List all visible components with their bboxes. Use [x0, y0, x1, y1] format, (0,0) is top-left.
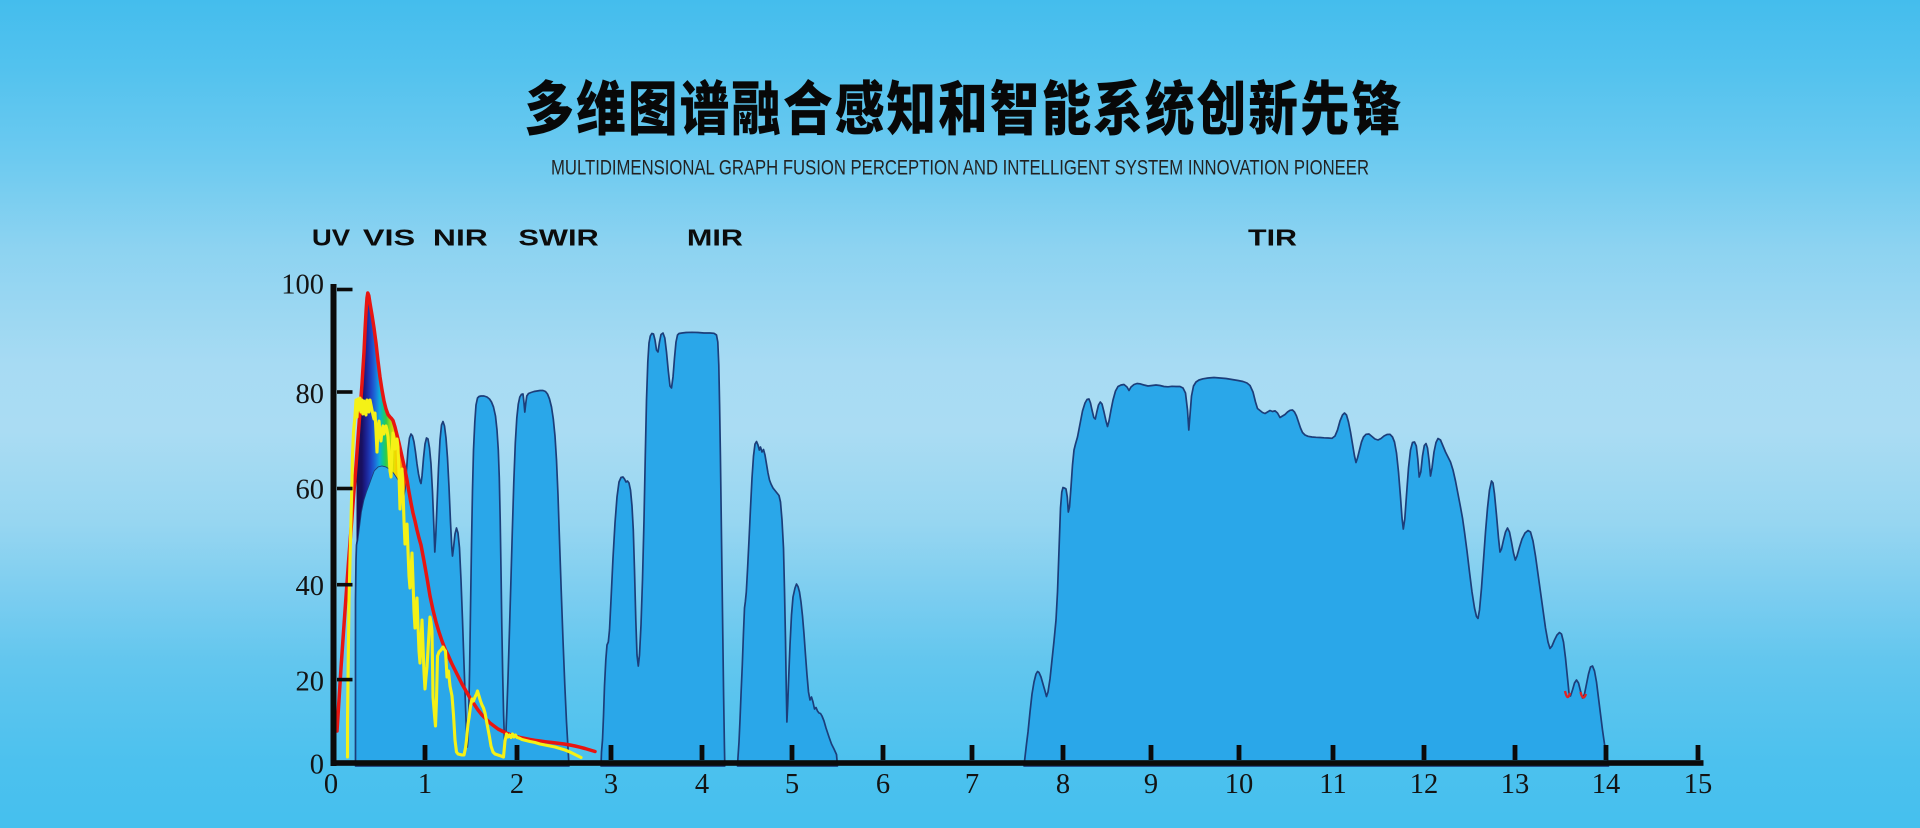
svg-text:1: 1: [418, 769, 432, 800]
svg-text:7: 7: [965, 769, 979, 800]
svg-text:6: 6: [876, 769, 890, 800]
svg-text:5: 5: [785, 769, 799, 800]
svg-text:8: 8: [1056, 769, 1070, 800]
svg-text:NIR: NIR: [433, 224, 488, 250]
svg-text:3: 3: [604, 769, 618, 800]
svg-text:10: 10: [1225, 769, 1254, 800]
svg-text:14: 14: [1592, 769, 1621, 800]
svg-text:MIR: MIR: [687, 224, 743, 250]
svg-text:0: 0: [324, 769, 338, 800]
svg-text:12: 12: [1410, 769, 1439, 800]
svg-text:MULTIDIMENSIONAL GRAPH FUSION: MULTIDIMENSIONAL GRAPH FUSION PERCEPTION…: [551, 156, 1369, 180]
svg-text:TIR: TIR: [1248, 224, 1297, 250]
svg-text:40: 40: [296, 571, 325, 602]
svg-text:20: 20: [296, 667, 325, 698]
svg-text:80: 80: [296, 379, 325, 410]
svg-text:100: 100: [281, 269, 324, 300]
svg-text:60: 60: [296, 474, 325, 505]
svg-text:13: 13: [1501, 769, 1530, 800]
svg-text:15: 15: [1684, 769, 1713, 800]
svg-text:4: 4: [695, 769, 709, 800]
svg-text:SWIR: SWIR: [518, 224, 598, 250]
svg-text:VIS: VIS: [363, 224, 415, 250]
svg-text:2: 2: [510, 769, 524, 800]
svg-text:9: 9: [1144, 769, 1158, 800]
svg-text:11: 11: [1319, 769, 1346, 800]
svg-text:UV: UV: [312, 224, 351, 250]
svg-text:0: 0: [310, 749, 324, 780]
